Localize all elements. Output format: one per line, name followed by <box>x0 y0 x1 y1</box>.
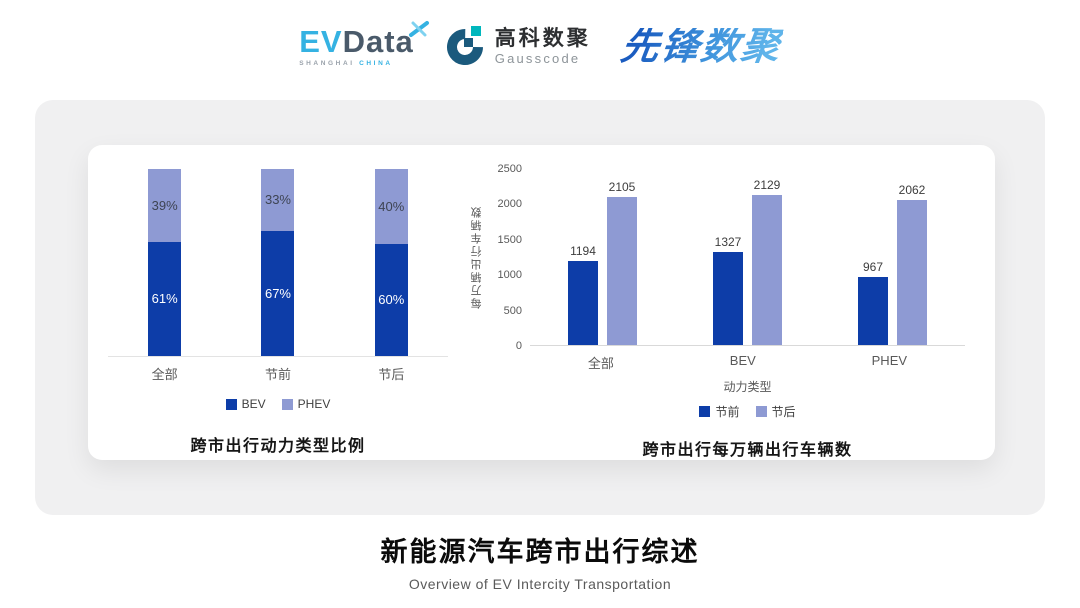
chart-title: 跨市出行每万辆出行车辆数 <box>642 442 853 459</box>
x-axis-label: 动力类型 <box>723 380 772 394</box>
plot-row: 每万辆出行车辆数 0 500 1000 1500 2000 2500 1194 2105 13… <box>468 163 965 352</box>
gausscode-cn-text: 高科数聚 <box>494 27 591 51</box>
category-label: 全部 <box>151 367 178 382</box>
gausscode-text: 高科数聚 Gausscode <box>495 28 591 66</box>
legend-item: 节后 <box>755 403 796 420</box>
header: EVData SHANGHAI CHINA <box>0 16 1080 78</box>
legend-label: 节后 <box>771 405 796 419</box>
bar: 2129 <box>752 178 782 345</box>
y-tick-label: 0 <box>515 340 522 352</box>
bar-value-label: 967 <box>862 259 884 274</box>
legend-item: PHEV <box>281 397 331 411</box>
chart-title: 跨市出行动力类型比例 <box>190 438 366 455</box>
bar-group: 1194 2105 <box>568 169 637 345</box>
evdata-china-text: CHINA <box>359 60 393 68</box>
category-axis: 全部 节前 节后 <box>108 364 448 383</box>
legend: BEV PHEV <box>108 397 448 411</box>
bar: 967 <box>858 260 888 345</box>
gausscode-en-text: Gausscode <box>494 51 581 67</box>
charts-card: 39% 61% 33% 67% 40% 60% 全部 节前 节后 BEV PHEV 跨市出行动力… <box>88 145 995 460</box>
category-label: 节后 <box>378 367 405 382</box>
gausscode-g-icon <box>444 24 486 71</box>
page-subtitle: Overview of EV Intercity Transportation <box>408 576 672 592</box>
bar-segment: 39% <box>148 169 182 242</box>
page-title: 新能源汽车跨市出行综述 <box>380 537 700 567</box>
category-label: BEV <box>729 353 756 368</box>
gausscode-logo: 高科数聚 Gausscode <box>444 24 591 71</box>
bar-segment: 33% <box>261 169 295 231</box>
bar-value-label: 1194 <box>570 243 596 258</box>
legend-swatch-icon <box>225 398 237 410</box>
legend-label: BEV <box>241 397 266 411</box>
legend-label: PHEV <box>297 397 331 411</box>
bar-segment: 40% <box>374 169 408 244</box>
legend-swatch-icon <box>281 398 293 410</box>
bar: 2105 <box>607 180 637 345</box>
bar-segment: 60% <box>374 243 408 356</box>
evdata-logo: EVData SHANGHAI CHINA <box>299 21 429 68</box>
legend-swatch-icon <box>699 406 711 417</box>
bar-value-label: 2129 <box>753 178 781 193</box>
power-type-ratio-chart: 39% 61% 33% 67% 40% 60% 全部 节前 节后 BEV PHEV 跨市出行动力… <box>108 167 448 460</box>
bar-group: 967 2062 <box>858 169 927 345</box>
evdata-ev-text: EV <box>299 24 343 60</box>
evdata-shanghai-text: SHANGHAI <box>299 60 355 68</box>
stacked-bar: 33% 67% <box>261 169 295 356</box>
legend-item: BEV <box>225 397 266 411</box>
evdata-data-text: Data <box>342 24 414 60</box>
y-tick-label: 2500 <box>497 163 522 175</box>
y-tick-label: 1500 <box>497 233 522 246</box>
content-panel: 39% 61% 33% 67% 40% 60% 全部 节前 节后 BEV PHEV 跨市出行动力… <box>35 100 1045 515</box>
bar: 1194 <box>568 244 598 345</box>
category-label: PHEV <box>871 353 908 368</box>
stacked-bar: 39% 61% <box>148 169 182 356</box>
category-label: 节前 <box>264 367 291 382</box>
bar-segment: 61% <box>148 241 182 356</box>
legend-swatch-icon <box>755 406 767 417</box>
bar-value-label: 2062 <box>898 182 926 197</box>
bar: 2062 <box>897 183 927 345</box>
bar: 1327 <box>713 235 743 345</box>
bar-group: 1327 2129 <box>713 169 782 345</box>
legend-item: 节前 <box>699 403 740 420</box>
y-tick-label: 500 <box>503 304 522 317</box>
evdata-star-icon <box>408 19 430 43</box>
legend: 节前 节后 <box>530 403 965 420</box>
y-tick-label: 2000 <box>497 198 522 211</box>
pioneer-logo: 先锋数聚 <box>617 26 784 68</box>
bar-value-label: 1327 <box>714 234 742 249</box>
bar-value-label: 2105 <box>608 179 636 194</box>
trips-per-10k-chart: 每万辆出行车辆数 0 500 1000 1500 2000 2500 1194 2105 13… <box>468 163 965 460</box>
plot-area: 1194 2105 1327 2129 967 2062 <box>530 169 965 346</box>
y-tick-label: 1000 <box>497 269 522 282</box>
plot-area: 39% 61% 33% 67% 40% 60% <box>108 169 448 357</box>
evdata-wordmark: EVData <box>299 26 414 57</box>
stacked-bar: 40% 60% <box>374 169 408 356</box>
y-axis-ticks: 0 500 1000 1500 2000 2500 <box>486 163 522 352</box>
y-axis-label: 每万辆出行车辆数 <box>471 205 483 310</box>
bar-segment: 67% <box>261 230 295 356</box>
evdata-subtext: SHANGHAI CHINA <box>299 61 392 68</box>
legend-label: 节前 <box>715 405 740 419</box>
category-label: 全部 <box>587 356 614 371</box>
category-axis: 全部 BEV PHEV <box>530 353 965 372</box>
footer: 新能源汽车跨市出行综述 Overview of EV Intercity Tra… <box>0 530 1080 592</box>
